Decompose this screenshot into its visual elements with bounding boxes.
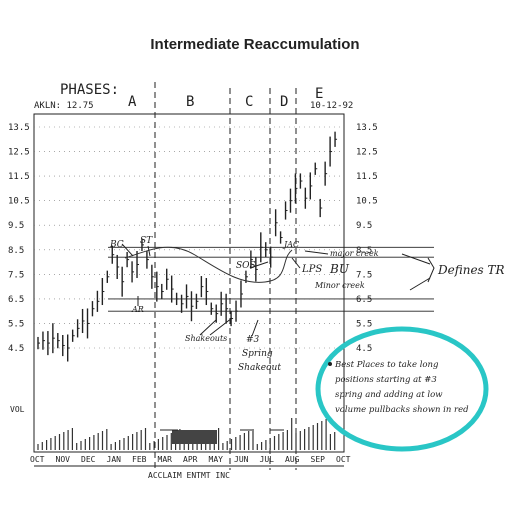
- volume-bars: [37, 418, 336, 450]
- label-spring: Spring: [242, 349, 273, 359]
- note-line-1: Best Places to take long: [334, 360, 439, 370]
- y-tick-right: 5.5: [356, 319, 372, 329]
- x-tick: APR: [183, 455, 198, 464]
- y-tick-left: 5.5: [8, 319, 24, 329]
- y-tick-right: 11.5: [356, 172, 378, 182]
- date-label: 10-12-92: [310, 101, 353, 111]
- note-line-3: spring and adding at low: [335, 390, 443, 400]
- y-tick-left: 11.5: [8, 172, 30, 182]
- y-tick-left: 10.5: [8, 197, 30, 207]
- note-line-4: volume pullbacks shown in red: [335, 405, 469, 415]
- annotation-arrows: [121, 243, 431, 431]
- y-tick-left: 7.5: [8, 270, 24, 280]
- label-spring-num: #3: [246, 335, 260, 345]
- label-st: ST: [140, 236, 153, 246]
- phase-e: E: [315, 86, 323, 102]
- y-tick-right: 9.5: [356, 221, 372, 231]
- akln-label: AKLN: 12.75: [34, 101, 94, 111]
- y-tick-left: 12.5: [8, 148, 30, 158]
- x-tick: MAR: [158, 455, 173, 464]
- label-spring-shakeout: Shakeout: [238, 363, 281, 373]
- gridlines: [34, 126, 344, 349]
- label-lps: LPS: [301, 264, 322, 275]
- x-tick: NOV: [56, 455, 71, 464]
- note-bullet: [328, 362, 332, 366]
- phase-c: C: [245, 94, 253, 110]
- phases-label: PHASES:: [60, 82, 119, 98]
- price-bars: [37, 131, 338, 362]
- x-tick: SEP: [311, 455, 326, 464]
- y-tick-right: 12.5: [356, 148, 378, 158]
- label-sos: SOS: [236, 261, 256, 271]
- volume-label: VOL: [10, 405, 25, 414]
- tr-bracket: [427, 257, 435, 283]
- y-ticks-left: 13.5 12.5 11.5 10.5 9.5 8.5 7.5 6.5 5.5 4.5: [8, 123, 30, 354]
- x-tick: MAY: [209, 455, 224, 464]
- phase-dividers: [154, 82, 297, 470]
- note-line-2: positions starting at #3: [335, 375, 437, 385]
- x-tick: JAN: [107, 455, 122, 464]
- y-tick-left: 6.5: [8, 295, 24, 305]
- y-tick-left: 13.5: [8, 123, 30, 133]
- phase-b: B: [186, 94, 194, 110]
- y-tick-right: 6.5: [356, 295, 372, 305]
- y-tick-right: 13.5: [356, 123, 378, 133]
- x-tick: JUN: [234, 455, 249, 464]
- y-tick-left: 9.5: [8, 221, 24, 231]
- label-shakeouts: Shakeouts: [185, 334, 227, 343]
- x-tick: FEB: [132, 455, 147, 464]
- x-tick: DEC: [81, 455, 96, 464]
- label-ar: AR: [131, 305, 144, 314]
- x-tick: OCT: [336, 455, 351, 464]
- y-tick-right: 10.5: [356, 197, 378, 207]
- label-jac: JAC: [282, 240, 299, 249]
- x-tick: JUL: [260, 455, 275, 464]
- label-bu: BU: [329, 262, 350, 276]
- volume-shade: [172, 430, 217, 444]
- phase-d: D: [280, 94, 288, 110]
- page-title: Intermediate Reaccumulation: [150, 36, 360, 53]
- phase-a: A: [128, 94, 137, 110]
- y-tick-left: 4.5: [8, 344, 24, 354]
- label-defines-tr: Defines TR: [437, 263, 505, 277]
- x-ticks: OCT NOV DEC JAN FEB MAR APR MAY JUN JUL AUG SEP OCT: [30, 455, 351, 464]
- y-tick-left: 8.5: [8, 246, 24, 256]
- average-curve: [124, 246, 293, 283]
- note-highlight: [315, 326, 489, 452]
- label-major-creek: major creek: [330, 249, 379, 258]
- label-bc: BC: [109, 240, 124, 250]
- x-tick: OCT: [30, 455, 45, 464]
- y-ticks-right: 13.5 12.5 11.5 10.5 9.5 8.5 7.5 6.5 5.5 4.5: [356, 123, 378, 354]
- y-tick-right: 7.5: [356, 270, 372, 280]
- y-tick-right: 4.5: [356, 344, 372, 354]
- plot-frame: [33, 113, 345, 453]
- x-tick: AUG: [285, 455, 300, 464]
- ticker-label: ACCLAIM ENTMT INC: [148, 471, 230, 480]
- label-minor-creek: Minor creek: [314, 281, 365, 290]
- y-tick-right: 8.5: [356, 246, 372, 256]
